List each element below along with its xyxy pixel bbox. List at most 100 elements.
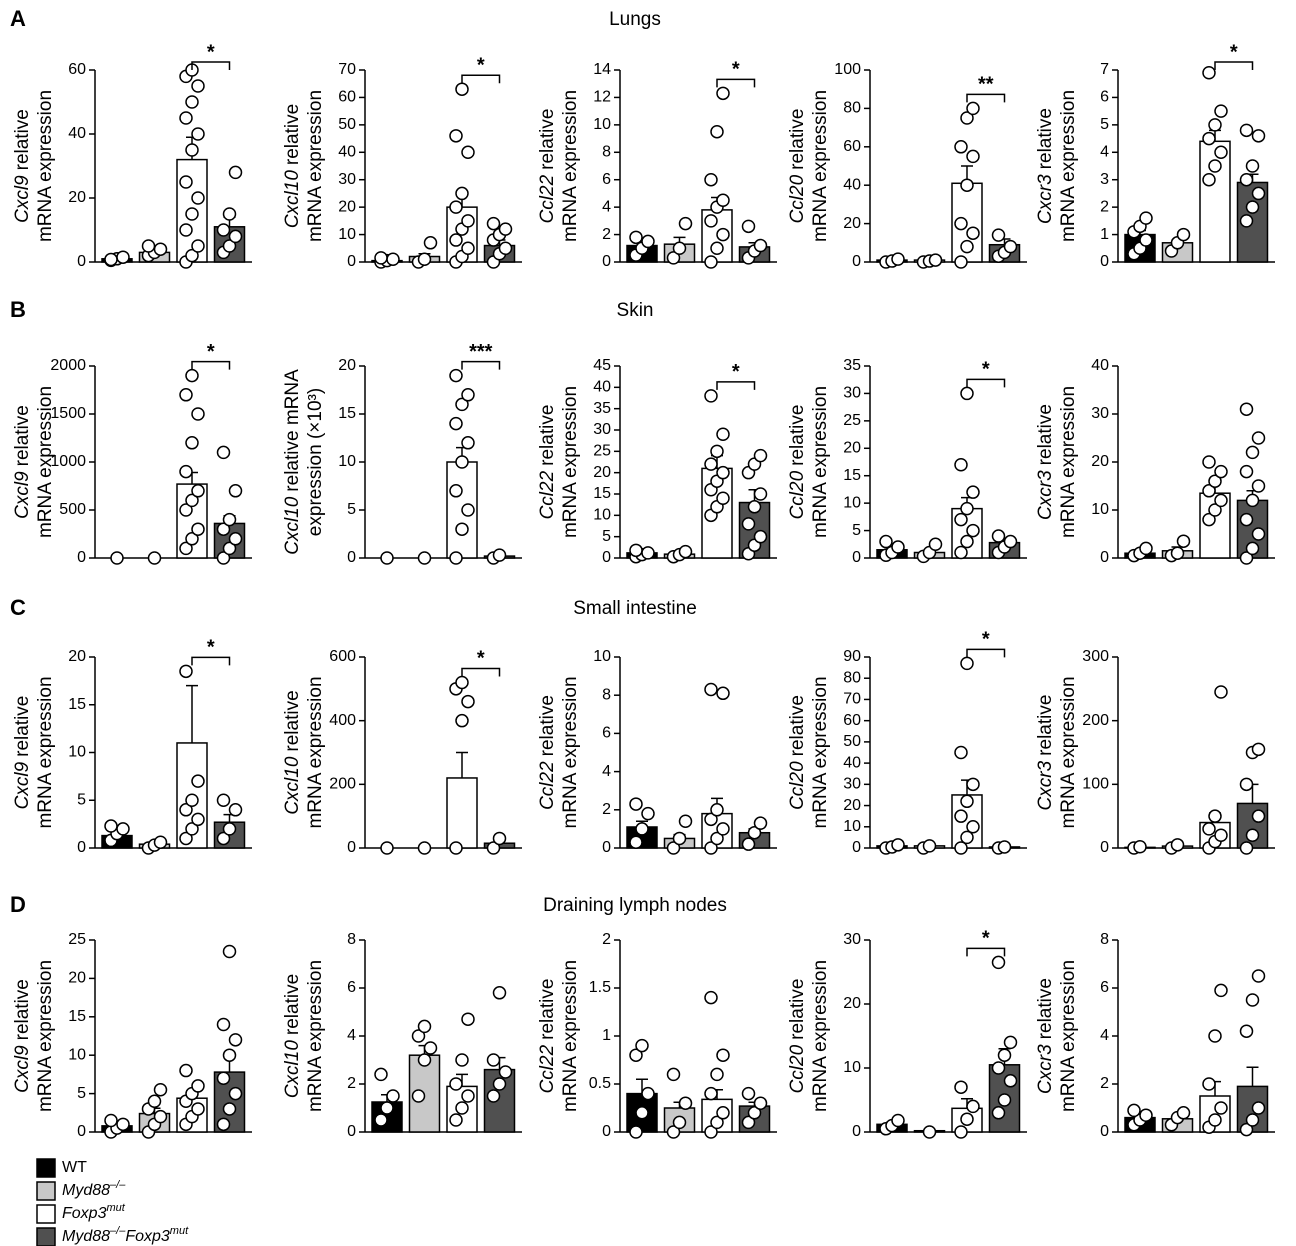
y-tick-label: 5 bbox=[347, 501, 356, 518]
data-point bbox=[455, 397, 469, 412]
y-axis-label: mRNA expression bbox=[35, 386, 56, 538]
data-point bbox=[449, 551, 463, 565]
chart: Cxcl10 relative mRNA expression (×10³) 0 5 10… bbox=[282, 341, 522, 566]
data-point bbox=[179, 111, 193, 125]
data-point bbox=[498, 222, 513, 236]
y-axis-gene: Ccl20 bbox=[787, 470, 808, 519]
y-tick-label: 2 bbox=[347, 1075, 356, 1092]
data-point bbox=[1208, 118, 1222, 132]
data-point bbox=[716, 86, 730, 101]
data-point bbox=[1202, 65, 1216, 80]
data-point bbox=[710, 803, 724, 817]
y-tick-label: 0 bbox=[852, 549, 861, 566]
y-axis-label-rest: relative bbox=[12, 109, 33, 170]
y-axis-label: mRNA expression bbox=[35, 960, 56, 1112]
y-tick-label: 6 bbox=[602, 171, 611, 188]
significance-bracket bbox=[1214, 61, 1254, 70]
significance-label: * bbox=[1230, 41, 1238, 63]
data-point bbox=[1245, 493, 1260, 508]
y-tick-label: 25 bbox=[593, 443, 611, 460]
data-point bbox=[1239, 841, 1254, 855]
data-point bbox=[641, 546, 655, 560]
y-axis-label: Cxcl9 relative bbox=[12, 979, 33, 1093]
data-point bbox=[666, 1125, 681, 1139]
data-point bbox=[1214, 493, 1228, 508]
data-point bbox=[1245, 828, 1260, 843]
y-axis-label: mRNA expression bbox=[560, 676, 581, 828]
data-point bbox=[960, 534, 974, 549]
panel-letter: D bbox=[10, 892, 26, 917]
data-point bbox=[1214, 104, 1228, 118]
data-point bbox=[386, 1089, 400, 1103]
data-point bbox=[710, 1067, 724, 1082]
data-point bbox=[672, 1115, 687, 1130]
significance-bracket bbox=[716, 381, 756, 390]
significance-label: * bbox=[732, 361, 740, 383]
y-tick-label: 0 bbox=[1100, 839, 1109, 856]
data-point bbox=[753, 487, 768, 501]
data-point bbox=[486, 1053, 501, 1067]
data-point bbox=[449, 233, 463, 247]
y-tick-label: 60 bbox=[843, 138, 861, 155]
data-point bbox=[179, 223, 193, 237]
data-point bbox=[153, 1083, 168, 1097]
y-tick-label: 15 bbox=[843, 467, 861, 484]
data-point bbox=[461, 388, 475, 402]
data-point bbox=[710, 241, 724, 256]
y-tick-label: 10 bbox=[593, 116, 611, 133]
y-tick-label: 6 bbox=[602, 725, 611, 742]
data-point bbox=[1214, 828, 1228, 843]
data-point bbox=[228, 1086, 243, 1101]
data-point bbox=[411, 1089, 426, 1103]
y-axis-label: mRNA expression bbox=[810, 676, 831, 828]
y-axis-label-rest: relative bbox=[537, 979, 558, 1040]
data-point bbox=[461, 694, 475, 709]
data-point bbox=[449, 484, 463, 498]
y-tick-label: 15 bbox=[68, 696, 86, 713]
data-point bbox=[891, 838, 905, 852]
data-point bbox=[216, 445, 231, 460]
y-tick-label: 10 bbox=[843, 1059, 861, 1076]
y-axis-gene: Cxcl10 bbox=[282, 170, 303, 229]
data-point bbox=[966, 820, 980, 834]
significance-label: * bbox=[732, 59, 740, 81]
data-point bbox=[966, 485, 980, 499]
y-axis-label: Ccl22 relative bbox=[537, 695, 558, 810]
panel-letter: A bbox=[10, 6, 26, 31]
data-point bbox=[991, 228, 1006, 242]
data-point bbox=[1139, 541, 1153, 556]
data-point bbox=[461, 145, 475, 160]
y-axis-gene: Ccl20 bbox=[787, 174, 808, 223]
chart: Cxcl9 relative mRNA expression 0 5 10 15 20 25 bbox=[12, 931, 252, 1140]
y-axis-label: Ccl22 relative bbox=[537, 109, 558, 224]
y-tick-label: 20 bbox=[1091, 453, 1109, 470]
data-point bbox=[716, 686, 730, 701]
data-point bbox=[1127, 1103, 1141, 1118]
significance-bracket bbox=[461, 360, 501, 370]
data-point bbox=[1208, 1113, 1222, 1127]
y-tick-label: 15 bbox=[68, 1008, 86, 1025]
data-point bbox=[185, 493, 199, 508]
y-axis-label: Cxcl10 relative bbox=[282, 104, 303, 228]
data-point bbox=[1239, 172, 1254, 187]
significance-bracket bbox=[966, 947, 1006, 957]
data-point bbox=[110, 551, 124, 565]
data-point bbox=[1170, 546, 1185, 560]
data-point bbox=[222, 1102, 237, 1116]
panel-title: Small intestine bbox=[573, 598, 697, 619]
data-point bbox=[455, 82, 469, 96]
data-point bbox=[179, 464, 193, 479]
y-axis-label: Cxcl9 relative bbox=[12, 405, 33, 519]
y-tick-label: 0 bbox=[77, 1123, 86, 1140]
y-tick-label: 0 bbox=[347, 253, 356, 270]
data-point bbox=[411, 1029, 426, 1043]
data-point bbox=[954, 457, 968, 472]
y-axis-label: mRNA expression bbox=[305, 960, 326, 1112]
data-point bbox=[1208, 159, 1222, 173]
y-tick-label: 0 bbox=[1100, 1123, 1109, 1140]
data-point bbox=[753, 816, 768, 830]
panel-title: Lungs bbox=[609, 9, 661, 30]
legend-label: Foxp3mut bbox=[62, 1202, 126, 1222]
data-point bbox=[423, 236, 438, 250]
data-point bbox=[492, 548, 507, 562]
